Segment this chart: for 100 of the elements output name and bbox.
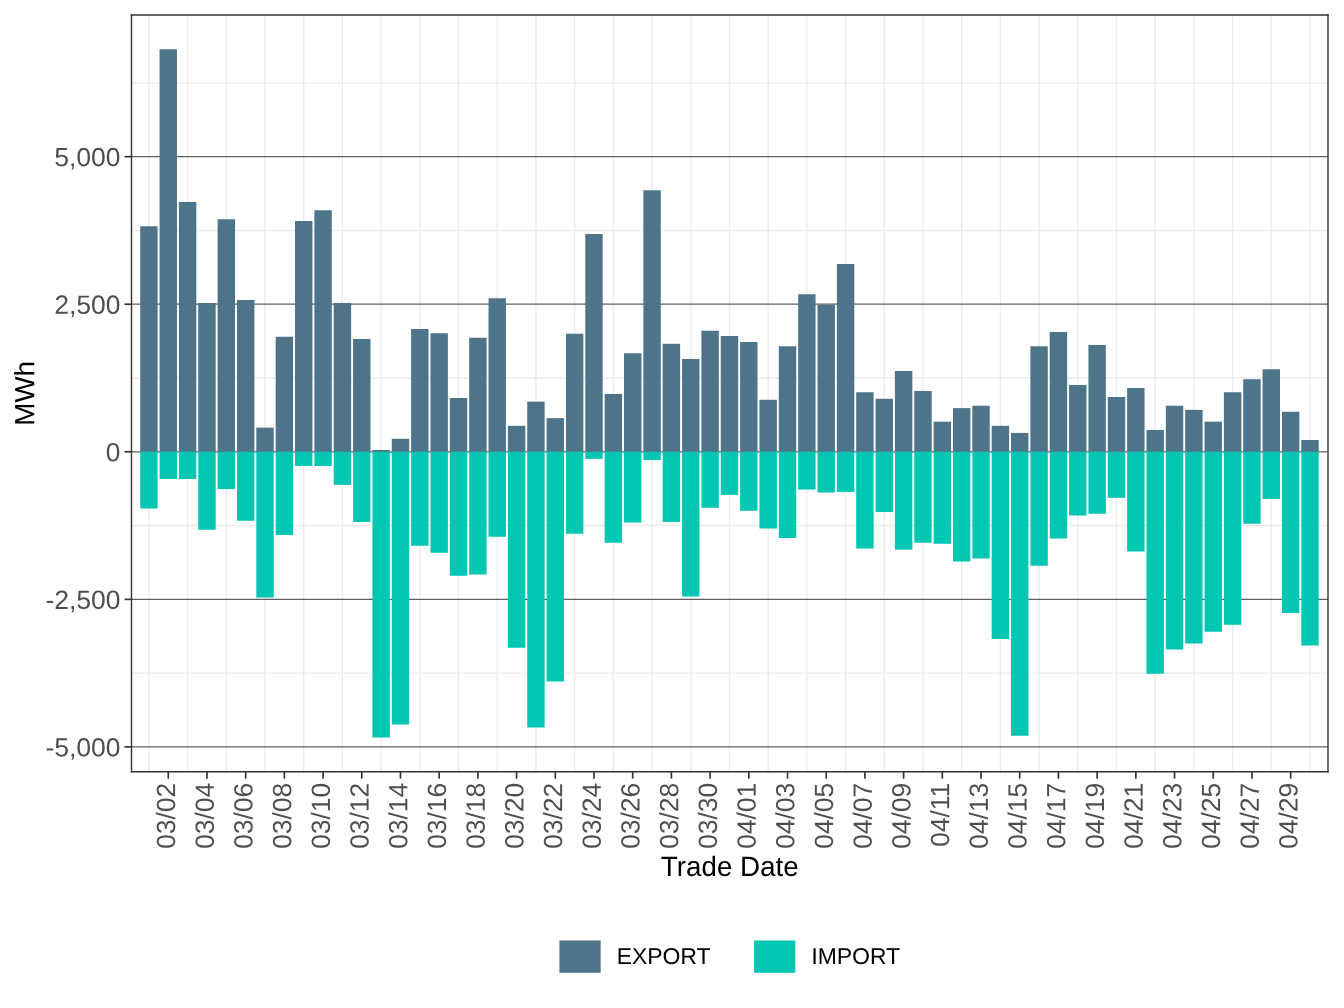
bar xyxy=(1223,392,1242,452)
bar xyxy=(217,219,236,452)
bar xyxy=(469,337,487,452)
bar xyxy=(449,398,468,452)
bar xyxy=(585,451,603,459)
bar xyxy=(894,451,913,550)
bar xyxy=(798,451,816,490)
x-tick-label: 03/02 xyxy=(155,784,176,848)
bar xyxy=(894,370,913,452)
bar xyxy=(1243,451,1261,524)
bar xyxy=(333,451,352,485)
y-tick-label: -5,000 xyxy=(46,738,120,760)
x-tick-label: 03/30 xyxy=(697,783,718,848)
bar xyxy=(178,451,197,479)
bar xyxy=(1204,421,1222,452)
bar xyxy=(333,303,352,452)
x-tick-label: 04/05 xyxy=(813,783,834,848)
bar xyxy=(991,425,1010,452)
y-axis-title: MWh xyxy=(14,362,35,424)
bar xyxy=(875,451,893,512)
bar xyxy=(1165,451,1184,650)
bar xyxy=(275,451,294,536)
x-tick-label: 04/17 xyxy=(1046,784,1066,848)
y-tick-label: -2,500 xyxy=(46,590,120,613)
bar xyxy=(469,451,487,575)
x-tick-label: 03/28 xyxy=(659,783,679,848)
bar xyxy=(604,393,623,452)
x-tick-label: 04/19 xyxy=(1084,784,1105,848)
bar xyxy=(1204,451,1222,632)
bar xyxy=(1049,451,1068,539)
x-tick-label: 03/14 xyxy=(388,783,408,848)
bar xyxy=(662,451,681,523)
bar xyxy=(952,451,971,562)
x-tick-label: 03/04 xyxy=(194,783,215,848)
x-tick-label: 03/26 xyxy=(620,783,640,848)
bar xyxy=(933,421,952,452)
bar xyxy=(372,451,390,738)
bar xyxy=(507,425,526,452)
x-tick-label: 04/27 xyxy=(1239,784,1260,848)
y-tick-label: 5,000 xyxy=(55,147,120,170)
x-tick-label: 04/21 xyxy=(1123,784,1143,848)
x-tick-label: 04/09 xyxy=(891,784,911,848)
bar xyxy=(682,451,700,597)
x-tick-label: 04/23 xyxy=(1162,783,1182,848)
bar xyxy=(856,451,874,549)
bar xyxy=(256,451,274,598)
bar xyxy=(1049,331,1068,452)
x-tick-label: 03/10 xyxy=(310,783,331,848)
bar xyxy=(836,264,855,452)
bar xyxy=(952,408,971,452)
bar xyxy=(314,210,332,452)
bar xyxy=(836,451,855,492)
bar xyxy=(643,190,661,452)
x-tick-label: 04/15 xyxy=(1007,783,1027,848)
bar xyxy=(159,49,177,452)
x-tick-label: 04/07 xyxy=(852,784,872,848)
bar xyxy=(507,451,526,648)
bar xyxy=(1281,411,1300,452)
bar xyxy=(856,392,874,452)
bar xyxy=(1281,451,1300,613)
x-tick-label: 04/25 xyxy=(1200,783,1221,848)
bar xyxy=(527,451,545,728)
bar xyxy=(1069,451,1087,516)
bar xyxy=(527,401,545,452)
bar xyxy=(972,405,990,452)
bar xyxy=(720,336,739,452)
bar xyxy=(798,294,816,452)
bar xyxy=(140,451,158,509)
x-tick-label: 03/24 xyxy=(581,783,602,848)
bar xyxy=(198,451,216,530)
x-tick-label: 04/11 xyxy=(930,784,950,846)
bar xyxy=(604,451,623,543)
bar xyxy=(1030,346,1048,452)
bar xyxy=(1185,451,1203,644)
bar xyxy=(256,427,274,452)
bar xyxy=(1107,396,1126,452)
bar xyxy=(701,451,719,508)
bar xyxy=(488,298,506,452)
x-tick-label: 03/12 xyxy=(349,784,369,848)
bar xyxy=(140,226,158,452)
bar xyxy=(275,336,294,452)
bar xyxy=(449,451,468,576)
x-tick-label: 04/03 xyxy=(775,783,795,848)
legend-label: EXPORT xyxy=(618,947,711,965)
x-tick-label: 03/06 xyxy=(233,783,253,848)
bar xyxy=(1011,451,1029,736)
bar xyxy=(391,438,410,452)
bar xyxy=(991,451,1010,639)
bar xyxy=(198,303,216,452)
bar xyxy=(817,451,835,493)
bar xyxy=(875,398,893,452)
bar xyxy=(353,451,371,523)
bar xyxy=(1262,369,1281,452)
bar xyxy=(217,451,236,489)
bar xyxy=(778,346,797,452)
legend-label: IMPORT xyxy=(813,947,900,965)
x-tick-label: 04/29 xyxy=(1278,784,1298,848)
bar xyxy=(314,451,332,466)
bar xyxy=(391,451,410,725)
bar xyxy=(1185,409,1203,452)
